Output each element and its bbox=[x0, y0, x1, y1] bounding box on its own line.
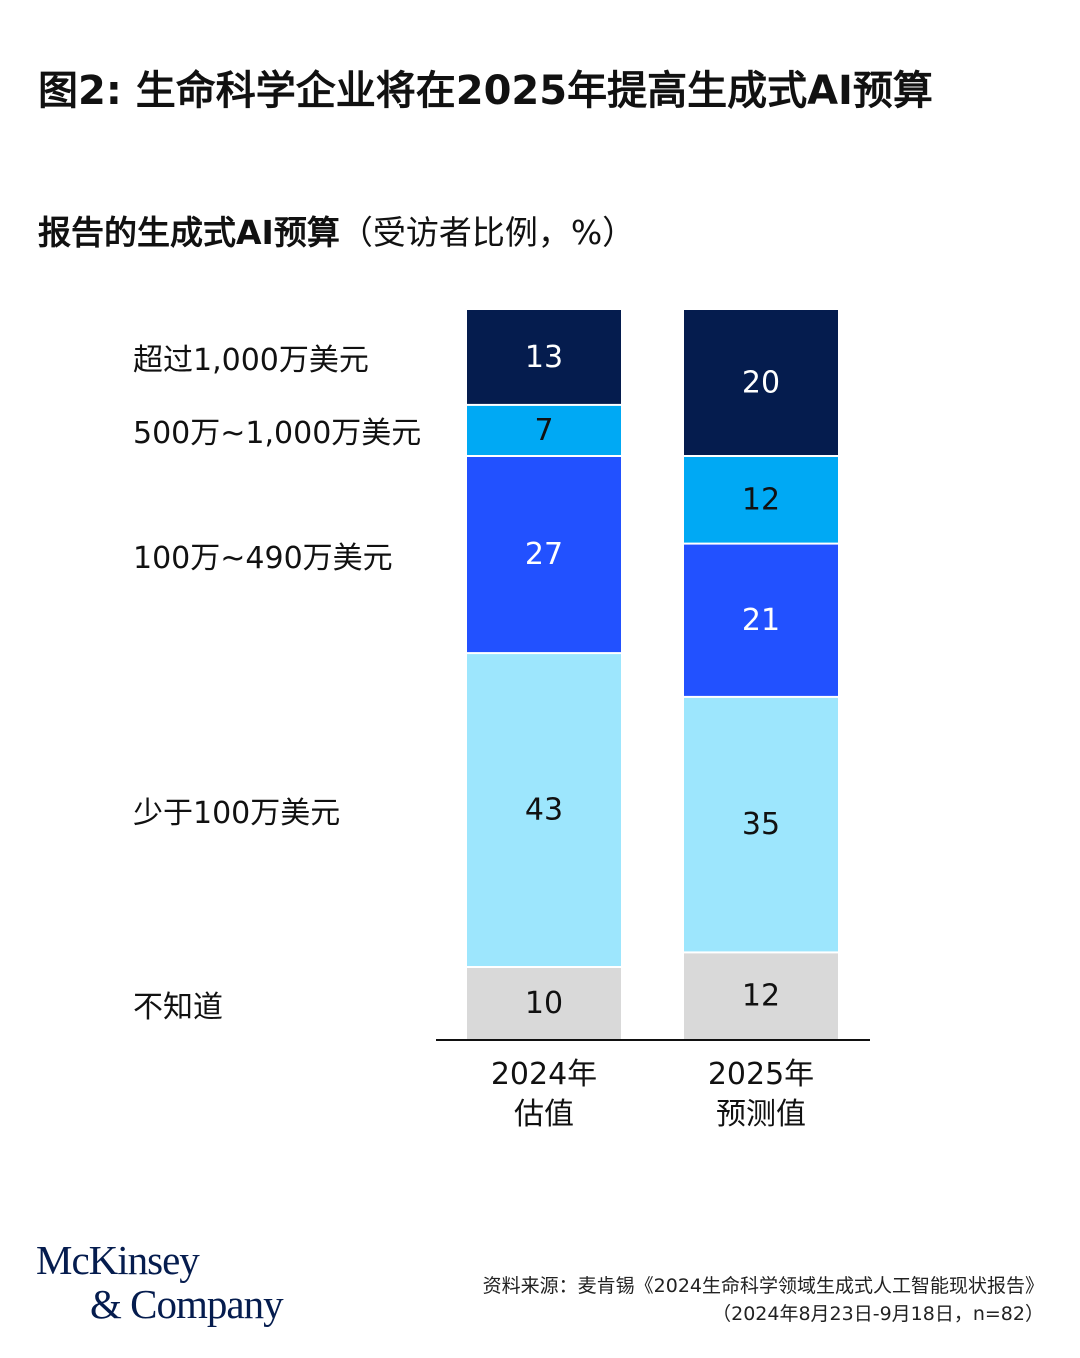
bar-value-label: 27 bbox=[525, 537, 563, 572]
segment-label: 500万~1,000万美元 bbox=[133, 416, 422, 452]
bar-value-label: 20 bbox=[742, 366, 780, 401]
bars-group: 10 43 27 7 13 12 35 21 12 20 bbox=[467, 310, 838, 1040]
bar-value-label: 21 bbox=[742, 603, 780, 638]
bar-segment bbox=[684, 310, 838, 455]
segment-label: 超过1,000万美元 bbox=[133, 343, 369, 379]
bar-segment bbox=[467, 968, 621, 1040]
bar-segment bbox=[684, 544, 838, 696]
source-note: 资料来源：麦肯锡《2024生命科学领域生成式人工智能现状报告》（2024年8月2… bbox=[482, 1275, 1044, 1325]
logo-line-2: & Company bbox=[90, 1281, 284, 1327]
bar-value-label: 10 bbox=[525, 986, 563, 1021]
x-axis-label-line1: 2024年 bbox=[490, 1057, 598, 1092]
subtitle-unit: （受访者比例，%） bbox=[339, 213, 636, 252]
x-axis-label-line1: 2025年 bbox=[707, 1057, 815, 1092]
bar-segment bbox=[684, 457, 838, 543]
bar-value-label: 12 bbox=[742, 979, 780, 1014]
bar-value-label: 35 bbox=[742, 807, 780, 842]
x-axis-label: 2025年预测值 bbox=[661, 1055, 861, 1135]
stacked-bar-chart: 10 43 27 7 13 12 35 21 12 20 bbox=[436, 310, 870, 1041]
x-axis-label: 2024年估值 bbox=[444, 1055, 644, 1135]
bar-segment bbox=[467, 457, 621, 653]
chart-title: 图2: 生命科学企业将在2025年提高生成式AI预算 bbox=[38, 68, 933, 114]
bar-value-label: 7 bbox=[534, 413, 553, 448]
bar-value-label: 12 bbox=[742, 482, 780, 517]
mckinsey-logo: McKinsey & Company bbox=[36, 1237, 284, 1327]
subtitle-main: 报告的生成式AI预算 bbox=[38, 213, 340, 252]
x-axis-label-line2: 估值 bbox=[514, 1097, 574, 1132]
bar-segment bbox=[684, 697, 838, 952]
x-axis-label-line2: 预测值 bbox=[716, 1097, 806, 1132]
chart-subtitle: 报告的生成式AI预算（受访者比例，%） bbox=[38, 206, 635, 254]
bar-value-label: 13 bbox=[525, 340, 563, 375]
bar-segment bbox=[467, 654, 621, 966]
bar-segment bbox=[467, 310, 621, 404]
bar-segment bbox=[467, 405, 621, 455]
segment-label: 少于100万美元 bbox=[133, 796, 341, 832]
logo-line-1: McKinsey bbox=[36, 1237, 200, 1283]
bar-value-label: 43 bbox=[525, 793, 563, 828]
bar-segment bbox=[684, 953, 838, 1040]
segment-label: 不知道 bbox=[133, 989, 223, 1025]
segment-label: 100万~490万美元 bbox=[133, 540, 393, 576]
